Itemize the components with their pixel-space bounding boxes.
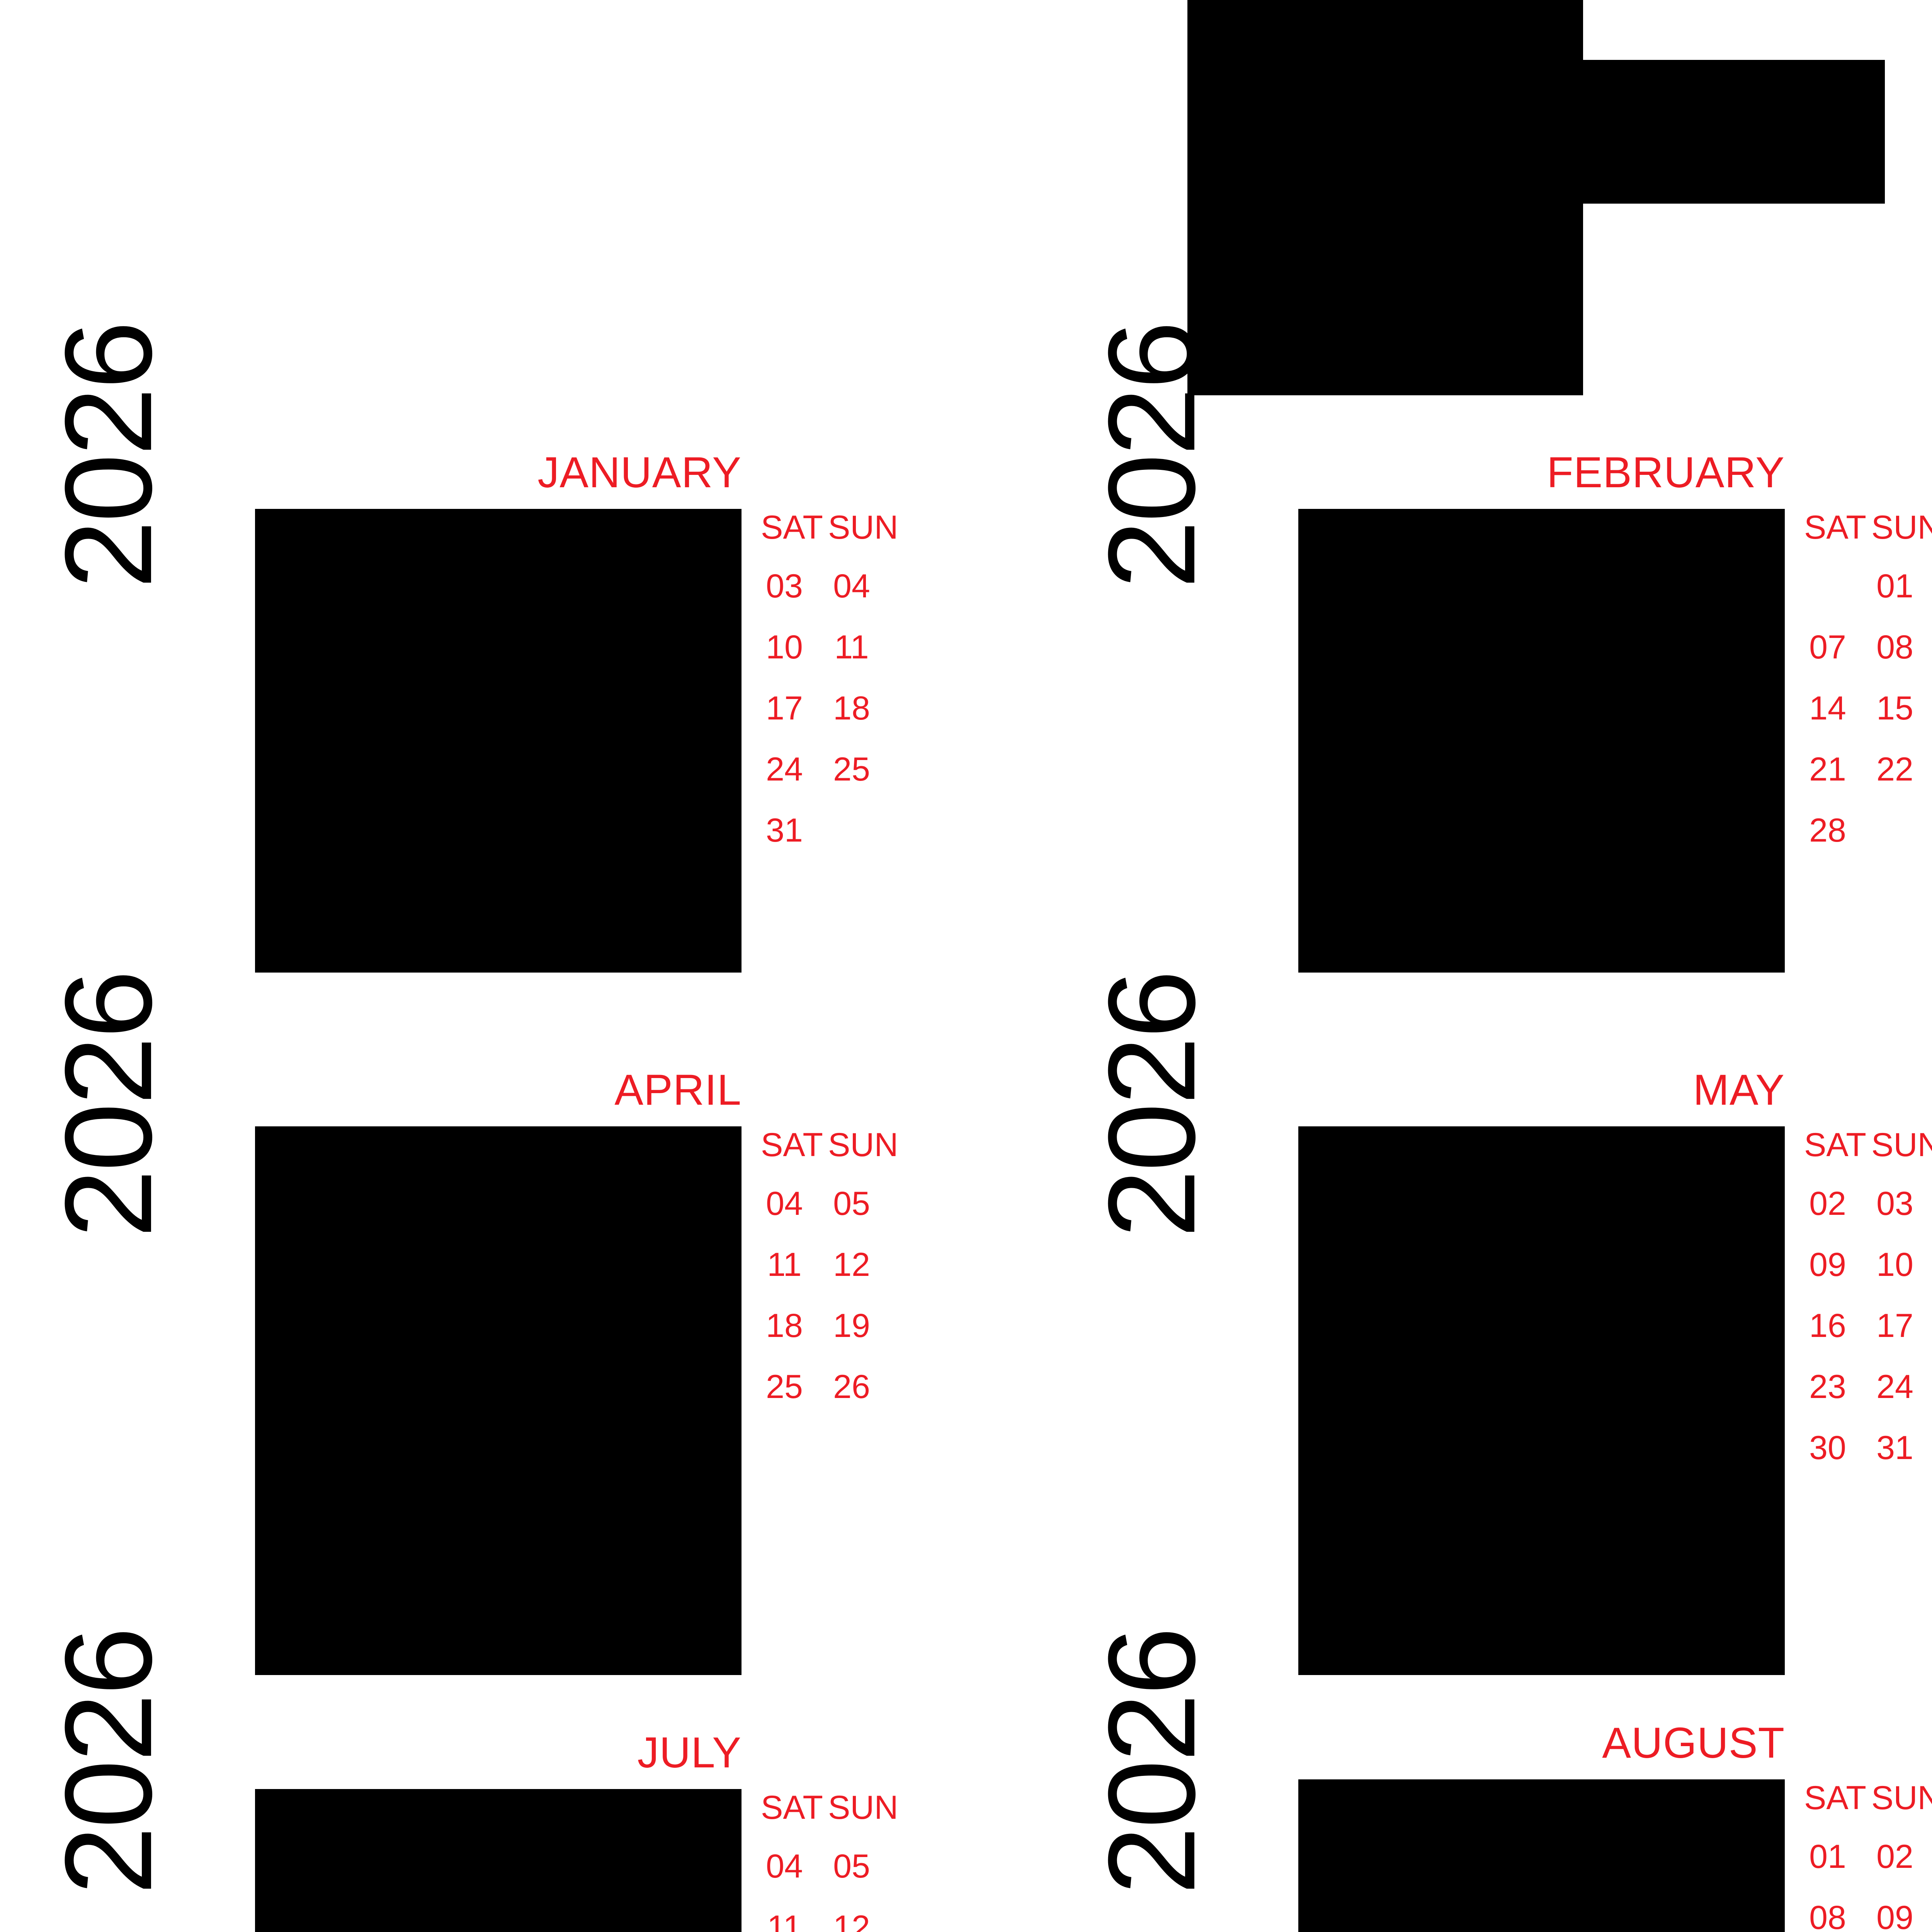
date-cell-sat[interactable]: 03 [766,568,803,605]
weekday-header-sat: SAT [1804,509,1866,546]
month-name-label: JANUARY [537,448,742,497]
weekday-header-sun: SUN [1871,1126,1932,1163]
date-cell-sun[interactable]: 12 [833,1246,870,1283]
month-image-panel [255,1789,742,1932]
date-cell-sat[interactable]: 17 [766,690,803,727]
date-cell-sun[interactable]: 05 [833,1185,870,1222]
date-cell-sat[interactable]: 23 [1809,1368,1846,1405]
date-cell-sun[interactable]: 11 [834,629,869,666]
date-cell-sun[interactable]: 15 [1876,690,1913,727]
date-cell-sun[interactable]: 24 [1876,1368,1913,1405]
date-cell-sat[interactable]: 28 [1809,812,1846,849]
year-label-vertical: 2026 [1043,972,1260,1700]
month-name-label: FEBRUARY [1547,448,1785,497]
date-cell-sat[interactable]: 31 [766,812,803,849]
date-cell-sat[interactable]: 16 [1809,1307,1846,1344]
year-text: 2026 [39,323,177,589]
month-cell-april: 2026 APRIL SAT SUN 04 05 11 12 18 19 25 26 [0,972,1043,1700]
year-label-vertical: 2026 [0,1629,216,1932]
date-cell-sat[interactable]: 11 [767,1246,802,1283]
weekend-days-table: SATSUN03041011171824253100 [761,509,898,875]
year-label-vertical: 2026 [1043,1629,1260,1932]
date-cell-sat[interactable]: 07 [1809,629,1846,666]
date-cell-sun[interactable]: 09 [1876,1899,1913,1932]
year-label-vertical: 2026 [0,323,216,1043]
month-name-label: MAY [1693,1066,1785,1114]
date-cell-sun[interactable]: 04 [833,568,870,605]
year-label-vertical: 2026 [0,972,216,1700]
date-cell-sat[interactable]: 04 [766,1185,803,1222]
date-cell-sat[interactable]: 09 [1809,1246,1846,1283]
weekday-header-sun: SUN [1871,509,1932,546]
month-image-panel [255,1126,742,1675]
date-cell-sat[interactable]: 14 [1809,690,1846,727]
date-cell-sun[interactable]: 17 [1876,1307,1913,1344]
weekend-days-table: SATSUN01020809151622232930 [1804,1779,1932,1932]
date-cell-sat[interactable]: 01 [1809,1838,1846,1875]
weekend-days-table: SAT SUN 02 03 09 10 16 17 23 24 30 31 [1804,1126,1932,1492]
date-cell-sun[interactable]: 03 [1876,1185,1913,1222]
weekday-header-sun: SUN [828,1789,898,1826]
month-name-label: AUGUST [1602,1719,1785,1767]
weekday-header-sat: SAT [1804,1779,1866,1816]
month-name-label: JULY [637,1728,742,1777]
month-cell-january: 2026JANUARYSATSUN03041011171824253100 [0,323,1043,1043]
weekday-header-sat: SAT [761,1789,823,1826]
month-image-panel [1298,1779,1785,1932]
weekday-header-sat: SAT [1804,1126,1866,1163]
month-cell-february: 2026FEBRUARYSATSUN00010708141521222800 [1043,323,1932,1043]
date-cell-sun[interactable]: 19 [833,1307,870,1344]
redaction-block-left [1187,0,1583,395]
date-cell-sat[interactable]: 30 [1809,1429,1846,1466]
redaction-block-right [1583,60,1885,204]
date-cell-sat[interactable]: 25 [766,1368,803,1405]
month-cell-july: 2026JULYSATSUN0405111218192526 [0,1629,1043,1932]
date-cell-sun[interactable]: 02 [1876,1838,1913,1875]
date-cell-sat[interactable]: 18 [766,1307,803,1344]
date-cell-sat[interactable]: 21 [1809,751,1846,788]
date-cell-sun[interactable]: 18 [833,690,870,727]
month-image-panel [1298,509,1785,973]
month-cell-may: 2026 MAY SAT SUN 02 03 09 10 16 17 23 24 30 31 [1043,972,1932,1700]
month-cell-august: 2026AUGUSTSATSUN01020809151622232930 [1043,1629,1932,1932]
date-cell-sun[interactable]: 26 [833,1368,870,1405]
calendar-months-grid: 2026JANUARYSATSUN03041011171824253100202… [0,323,1932,1932]
date-cell-sat[interactable]: 08 [1809,1899,1846,1932]
weekday-header-sat: SAT [761,509,823,546]
date-cell-sun[interactable]: 12 [833,1909,870,1932]
date-cell-sun[interactable]: 10 [1876,1246,1913,1283]
date-cell-sun[interactable]: 01 [1876,568,1913,605]
date-cell-sun[interactable]: 22 [1876,751,1913,788]
weekday-header-sun: SUN [828,509,898,546]
date-cell-sat[interactable]: 02 [1809,1185,1846,1222]
month-image-panel [255,509,742,973]
date-cell-sat[interactable]: 10 [766,629,803,666]
date-cell-sat[interactable]: 24 [766,751,803,788]
year-label-vertical: 2026 [1043,323,1260,1043]
weekday-header-sat: SAT [761,1126,823,1163]
month-name-label: APRIL [614,1066,742,1114]
date-cell-sun[interactable]: 08 [1876,629,1913,666]
date-cell-sun[interactable]: 05 [833,1848,870,1885]
date-cell-sat[interactable]: 11 [767,1909,802,1932]
date-cell-sun[interactable]: 31 [1876,1429,1913,1466]
month-image-panel [1298,1126,1785,1675]
weekend-days-table: SATSUN00010708141521222800 [1804,509,1932,875]
date-cell-sat[interactable]: 04 [766,1848,803,1885]
weekday-header-sun: SUN [1871,1779,1932,1816]
weekday-header-sun: SUN [828,1126,898,1163]
date-cell-sun[interactable]: 25 [833,751,870,788]
